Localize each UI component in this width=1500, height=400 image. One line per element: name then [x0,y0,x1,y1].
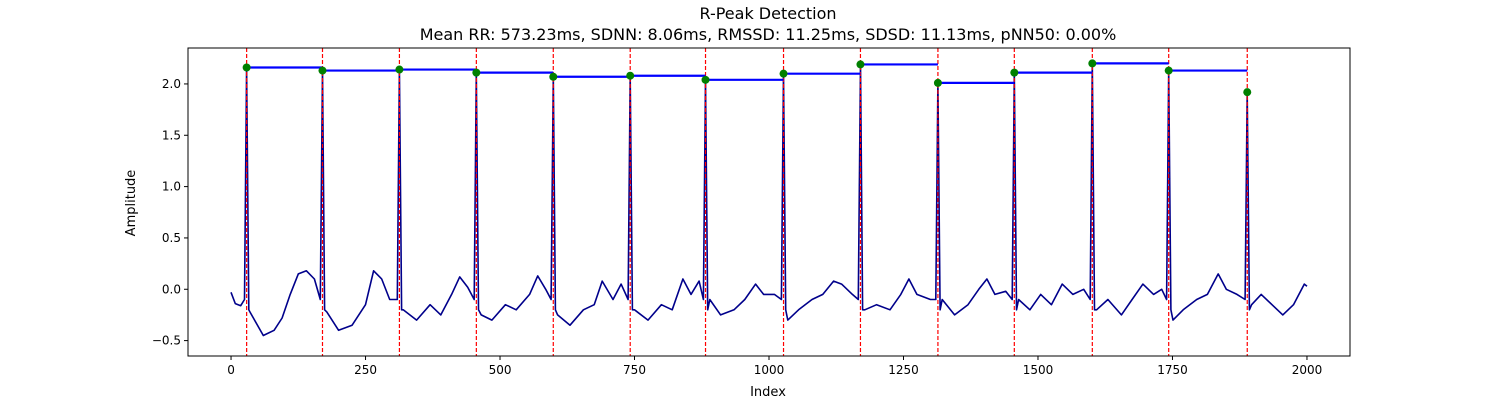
x-tick-label-2: 500 [489,363,512,377]
x-tick-label-0: 0 [227,363,235,377]
r-peak-marker-3 [472,68,481,77]
y-tick-label-4: 1.5 [162,128,181,142]
plot-content [230,48,1308,356]
r-peak-marker-10 [1010,68,1019,77]
x-tick-label-1: 250 [354,363,377,377]
x-tick-label-7: 1750 [1157,363,1188,377]
r-peak-marker-5 [626,71,635,80]
y-tick-label-5: 2.0 [162,77,181,91]
x-tick-label-5: 1250 [888,363,919,377]
y-tick-label-1: 0.0 [162,282,181,296]
r-peak-marker-12 [1164,66,1173,75]
r-peak-marker-4 [549,72,558,81]
chart-title: R-Peak Detection [699,4,836,23]
r-peak-marker-8 [856,60,865,69]
r-peak-marker-0 [242,63,251,72]
y-axis-label: Amplitude [124,170,139,237]
r-peak-marker-2 [395,65,404,74]
y-tick-label-2: 0.5 [162,231,181,245]
plot-area [230,48,1308,356]
chart-subtitle: Mean RR: 573.23ms, SDNN: 8.06ms, RMSSD: … [420,25,1117,44]
x-tick-label-6: 1500 [1023,363,1054,377]
x-tick-label-8: 2000 [1292,363,1323,377]
ecg-signal-line [230,62,1308,337]
y-tick-label-0: −0.5 [152,334,181,348]
r-peak-marker-11 [1088,59,1097,68]
r-peak-marker-9 [933,78,942,87]
r-peak-marker-6 [701,75,710,84]
y-tick-label-3: 1.0 [162,180,181,194]
r-peak-marker-7 [779,69,788,78]
axes: 0 250 500 750 1000 1250 1500 1750 2000 −0.5 0.0 0.5… [152,47,1351,377]
x-tick-label-4: 1000 [754,363,785,377]
x-tick-label-3: 750 [623,363,646,377]
x-axis-label: Index [750,385,786,400]
r-peak-marker-13 [1243,88,1252,97]
r-peak-marker-1 [318,66,327,75]
